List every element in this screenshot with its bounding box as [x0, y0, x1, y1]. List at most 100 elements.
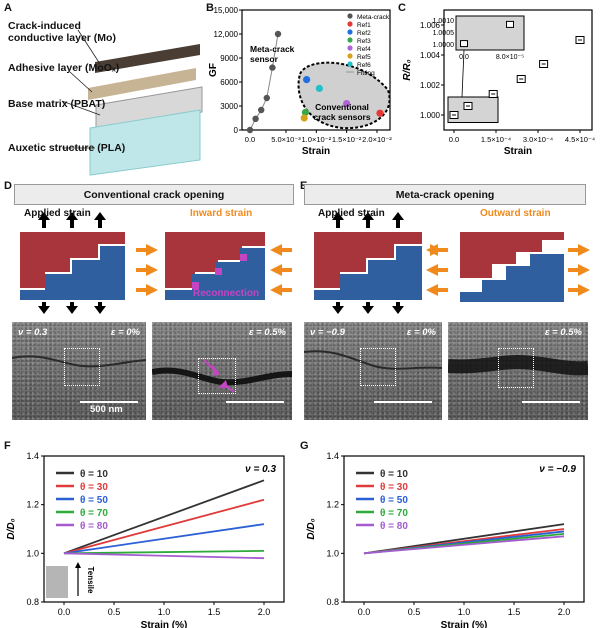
scalebar	[80, 401, 138, 403]
chart-c: 1.000 1.002 1.004 1.006 0.0 1.5×10⁻⁴ 3.0×10⁻⁴ 4…	[402, 9, 595, 157]
conventional-annotation: crack sensors	[313, 112, 370, 122]
panel-d-title: Conventional crack opening	[14, 184, 294, 205]
y-tick-label: 1.4	[26, 451, 39, 461]
inset-y-tick-label: 1.0005	[433, 30, 455, 37]
y-tick-label: 0	[234, 126, 239, 135]
y-tick-label: 1.4	[326, 451, 339, 461]
scalebar-d-right	[226, 401, 284, 403]
panel-e-diagram	[314, 212, 590, 314]
inset-y-tick-label: 1.0000	[433, 42, 455, 49]
e-outward-arrows	[426, 244, 590, 296]
series-line	[63, 552, 265, 560]
y-tick-label: 12,000	[214, 30, 239, 39]
x-tick-label: 4.5×10⁻⁴	[565, 135, 595, 144]
sem-d-left-eps: ε = 0%	[110, 327, 140, 338]
poisson-annotation: ν = 0.3	[245, 464, 276, 475]
y-tick-label: 6000	[220, 78, 238, 87]
x-tick-label: 0.5	[408, 607, 421, 617]
sem-e-left-nu: ν = −0.9	[310, 327, 345, 338]
x-tick-label: 0.0	[245, 135, 255, 144]
scalebar-e-right	[522, 401, 580, 403]
meta-crack-point	[252, 115, 259, 123]
inset-point	[460, 40, 468, 48]
sem-e-left-eps: ε = 0%	[406, 327, 436, 338]
x-tick-label: 1.0	[158, 607, 171, 617]
sem-e-left: ν = −0.9 ε = 0%	[304, 322, 442, 420]
y-tick-label: 1.004	[420, 51, 441, 60]
sem-d-right: ε = 0.5%	[152, 322, 292, 420]
legend-label: θ = 50	[380, 495, 408, 506]
legend-label: Ref4	[357, 46, 371, 53]
panel-label-e: E	[300, 180, 307, 192]
sem-d-left-nu: ν = 0.3	[18, 327, 48, 338]
legend-label: θ = 70	[380, 508, 408, 519]
panel-e-title: Meta-crack opening	[304, 184, 586, 205]
x-tick-label: 2.0×10⁻²	[362, 135, 392, 144]
legend-marker	[347, 37, 353, 43]
meta-crack-annotation: sensor	[250, 54, 279, 64]
x-tick-label: 1.0	[458, 607, 471, 617]
legend-marker	[347, 13, 353, 19]
meta-crack-point	[269, 64, 276, 71]
x-tick-label: 3.0×10⁻⁴	[523, 135, 553, 144]
e-right-block	[460, 232, 564, 302]
sem-e-left-roi	[360, 348, 396, 386]
meta-crack-point	[246, 126, 254, 134]
panel-label-f: F	[4, 440, 11, 452]
y-tick-label: 1.2	[326, 500, 339, 510]
chart-f: 0.8 1.0 1.2 1.4 0.0 0.5 1.0 1.5 2.0 Strain (%) D/D…	[6, 451, 285, 628]
ref-point	[303, 76, 311, 84]
d-left-down-arrows	[38, 302, 106, 314]
moox-layer-shape	[88, 68, 196, 100]
inset-x-tick-label: 8.0×10⁻⁵	[496, 54, 524, 61]
layer-mo-label-line1: Crack-induced	[8, 20, 81, 32]
e-applied-strain-label: Applied strain	[318, 208, 385, 219]
ref-point	[301, 108, 310, 116]
legend-label: θ = 80	[80, 521, 108, 532]
meta-crack-annotation: Meta-crack	[250, 44, 295, 54]
x-tick-label: 1.5×10⁻²	[332, 135, 362, 144]
d-right-block	[165, 232, 265, 300]
panel-label-d: D	[4, 180, 12, 192]
x-tick-label: 0.5	[108, 607, 121, 617]
tensile-inset	[46, 566, 68, 598]
legend-marker	[347, 29, 353, 35]
legend-label: Ref5	[357, 54, 371, 61]
d-left-block	[20, 232, 125, 300]
x-tick-label: 0.0	[449, 135, 459, 144]
x-tick-label: 2.0	[558, 607, 571, 617]
legend-label: Ref3	[357, 38, 371, 45]
chart-b: 0 3000 6000 9000 12,000 15,000 0.0 5.0×10⁻³ 1.0×…	[208, 6, 392, 157]
scalebar-e-left	[374, 401, 432, 403]
y-axis-label: GF	[208, 63, 219, 77]
y-tick-label: 15,000	[214, 6, 239, 15]
sem-d-right-roi	[198, 358, 236, 394]
tensile-arrow-head	[75, 562, 81, 568]
layer-mo-label-line2: conductive layer (Mo)	[8, 32, 116, 44]
meta-crack-point	[274, 30, 282, 38]
layer-mo-label: Crack-induced conductive layer (Mo)	[8, 20, 116, 44]
y-tick-label: 1.002	[420, 81, 441, 90]
x-axis-label: Strain	[504, 146, 532, 157]
x-tick-label: 1.0×10⁻²	[302, 135, 332, 144]
x-tick-label: 0.0	[358, 607, 371, 617]
panel-label-g: G	[300, 440, 309, 452]
inset-y-tick-label: 1.0010	[433, 18, 455, 25]
series-line	[63, 498, 265, 555]
legend-marker	[347, 45, 353, 51]
legend-label: θ = 70	[80, 508, 108, 519]
x-tick-label: 5.0×10⁻³	[271, 135, 301, 144]
connector-line	[461, 49, 465, 98]
legend-label: θ = 50	[80, 495, 108, 506]
y-tick-label: 1.000	[420, 111, 441, 120]
y-tick-label: 1.0	[326, 548, 339, 558]
meta-crack-point	[258, 106, 265, 114]
y-tick-label: 0.8	[326, 597, 339, 607]
meta-crack-point	[263, 94, 270, 102]
legend-label: Ref6	[357, 62, 371, 69]
series-line	[63, 523, 265, 555]
ref-point	[315, 84, 323, 92]
x-tick-label: 1.5	[508, 607, 521, 617]
ref-point	[376, 109, 384, 117]
legend-label: Ref2	[357, 30, 371, 37]
